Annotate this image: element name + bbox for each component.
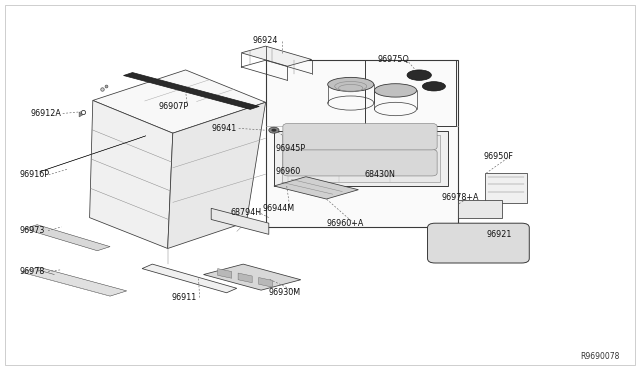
Text: 96960: 96960: [275, 167, 300, 176]
Circle shape: [269, 127, 279, 133]
Polygon shape: [259, 278, 273, 287]
Polygon shape: [22, 267, 127, 296]
Polygon shape: [168, 102, 266, 248]
Polygon shape: [90, 100, 173, 248]
Text: 96930M: 96930M: [269, 288, 301, 296]
Polygon shape: [142, 264, 237, 293]
Polygon shape: [435, 228, 522, 259]
Text: 96916P: 96916P: [19, 170, 49, 179]
Text: 96944M: 96944M: [262, 204, 294, 213]
Ellipse shape: [328, 77, 374, 92]
Polygon shape: [274, 131, 448, 186]
Text: 96945P: 96945P: [275, 144, 305, 153]
Ellipse shape: [374, 84, 417, 97]
Polygon shape: [282, 135, 440, 182]
Polygon shape: [124, 73, 259, 109]
Text: 68430N: 68430N: [365, 170, 396, 179]
Ellipse shape: [407, 70, 431, 80]
Polygon shape: [24, 225, 110, 251]
FancyBboxPatch shape: [283, 124, 437, 150]
Text: 96960+A: 96960+A: [326, 219, 364, 228]
FancyBboxPatch shape: [428, 223, 529, 263]
FancyBboxPatch shape: [283, 150, 437, 176]
Text: 96973: 96973: [19, 226, 45, 235]
Text: 96978+A: 96978+A: [442, 193, 479, 202]
Text: 68794H: 68794H: [230, 208, 262, 217]
Polygon shape: [211, 208, 269, 234]
Text: 96950F: 96950F: [483, 152, 513, 161]
Ellipse shape: [422, 81, 445, 91]
Text: R9690078: R9690078: [580, 352, 620, 361]
Polygon shape: [485, 173, 527, 203]
Text: 96924: 96924: [253, 36, 278, 45]
Polygon shape: [204, 264, 301, 290]
Text: 96912A: 96912A: [31, 109, 61, 118]
Polygon shape: [218, 269, 232, 278]
Polygon shape: [93, 70, 266, 133]
Text: 96975Q: 96975Q: [378, 55, 410, 64]
Text: 96978: 96978: [19, 267, 45, 276]
Polygon shape: [241, 46, 312, 66]
Polygon shape: [266, 60, 458, 227]
Polygon shape: [238, 273, 252, 283]
Text: 96921: 96921: [486, 230, 512, 239]
Polygon shape: [458, 200, 502, 218]
Text: 96941: 96941: [211, 124, 236, 133]
Circle shape: [271, 129, 276, 132]
Polygon shape: [274, 177, 358, 199]
Polygon shape: [40, 136, 146, 172]
Text: 96911: 96911: [172, 293, 196, 302]
Text: 96907P: 96907P: [159, 102, 189, 110]
